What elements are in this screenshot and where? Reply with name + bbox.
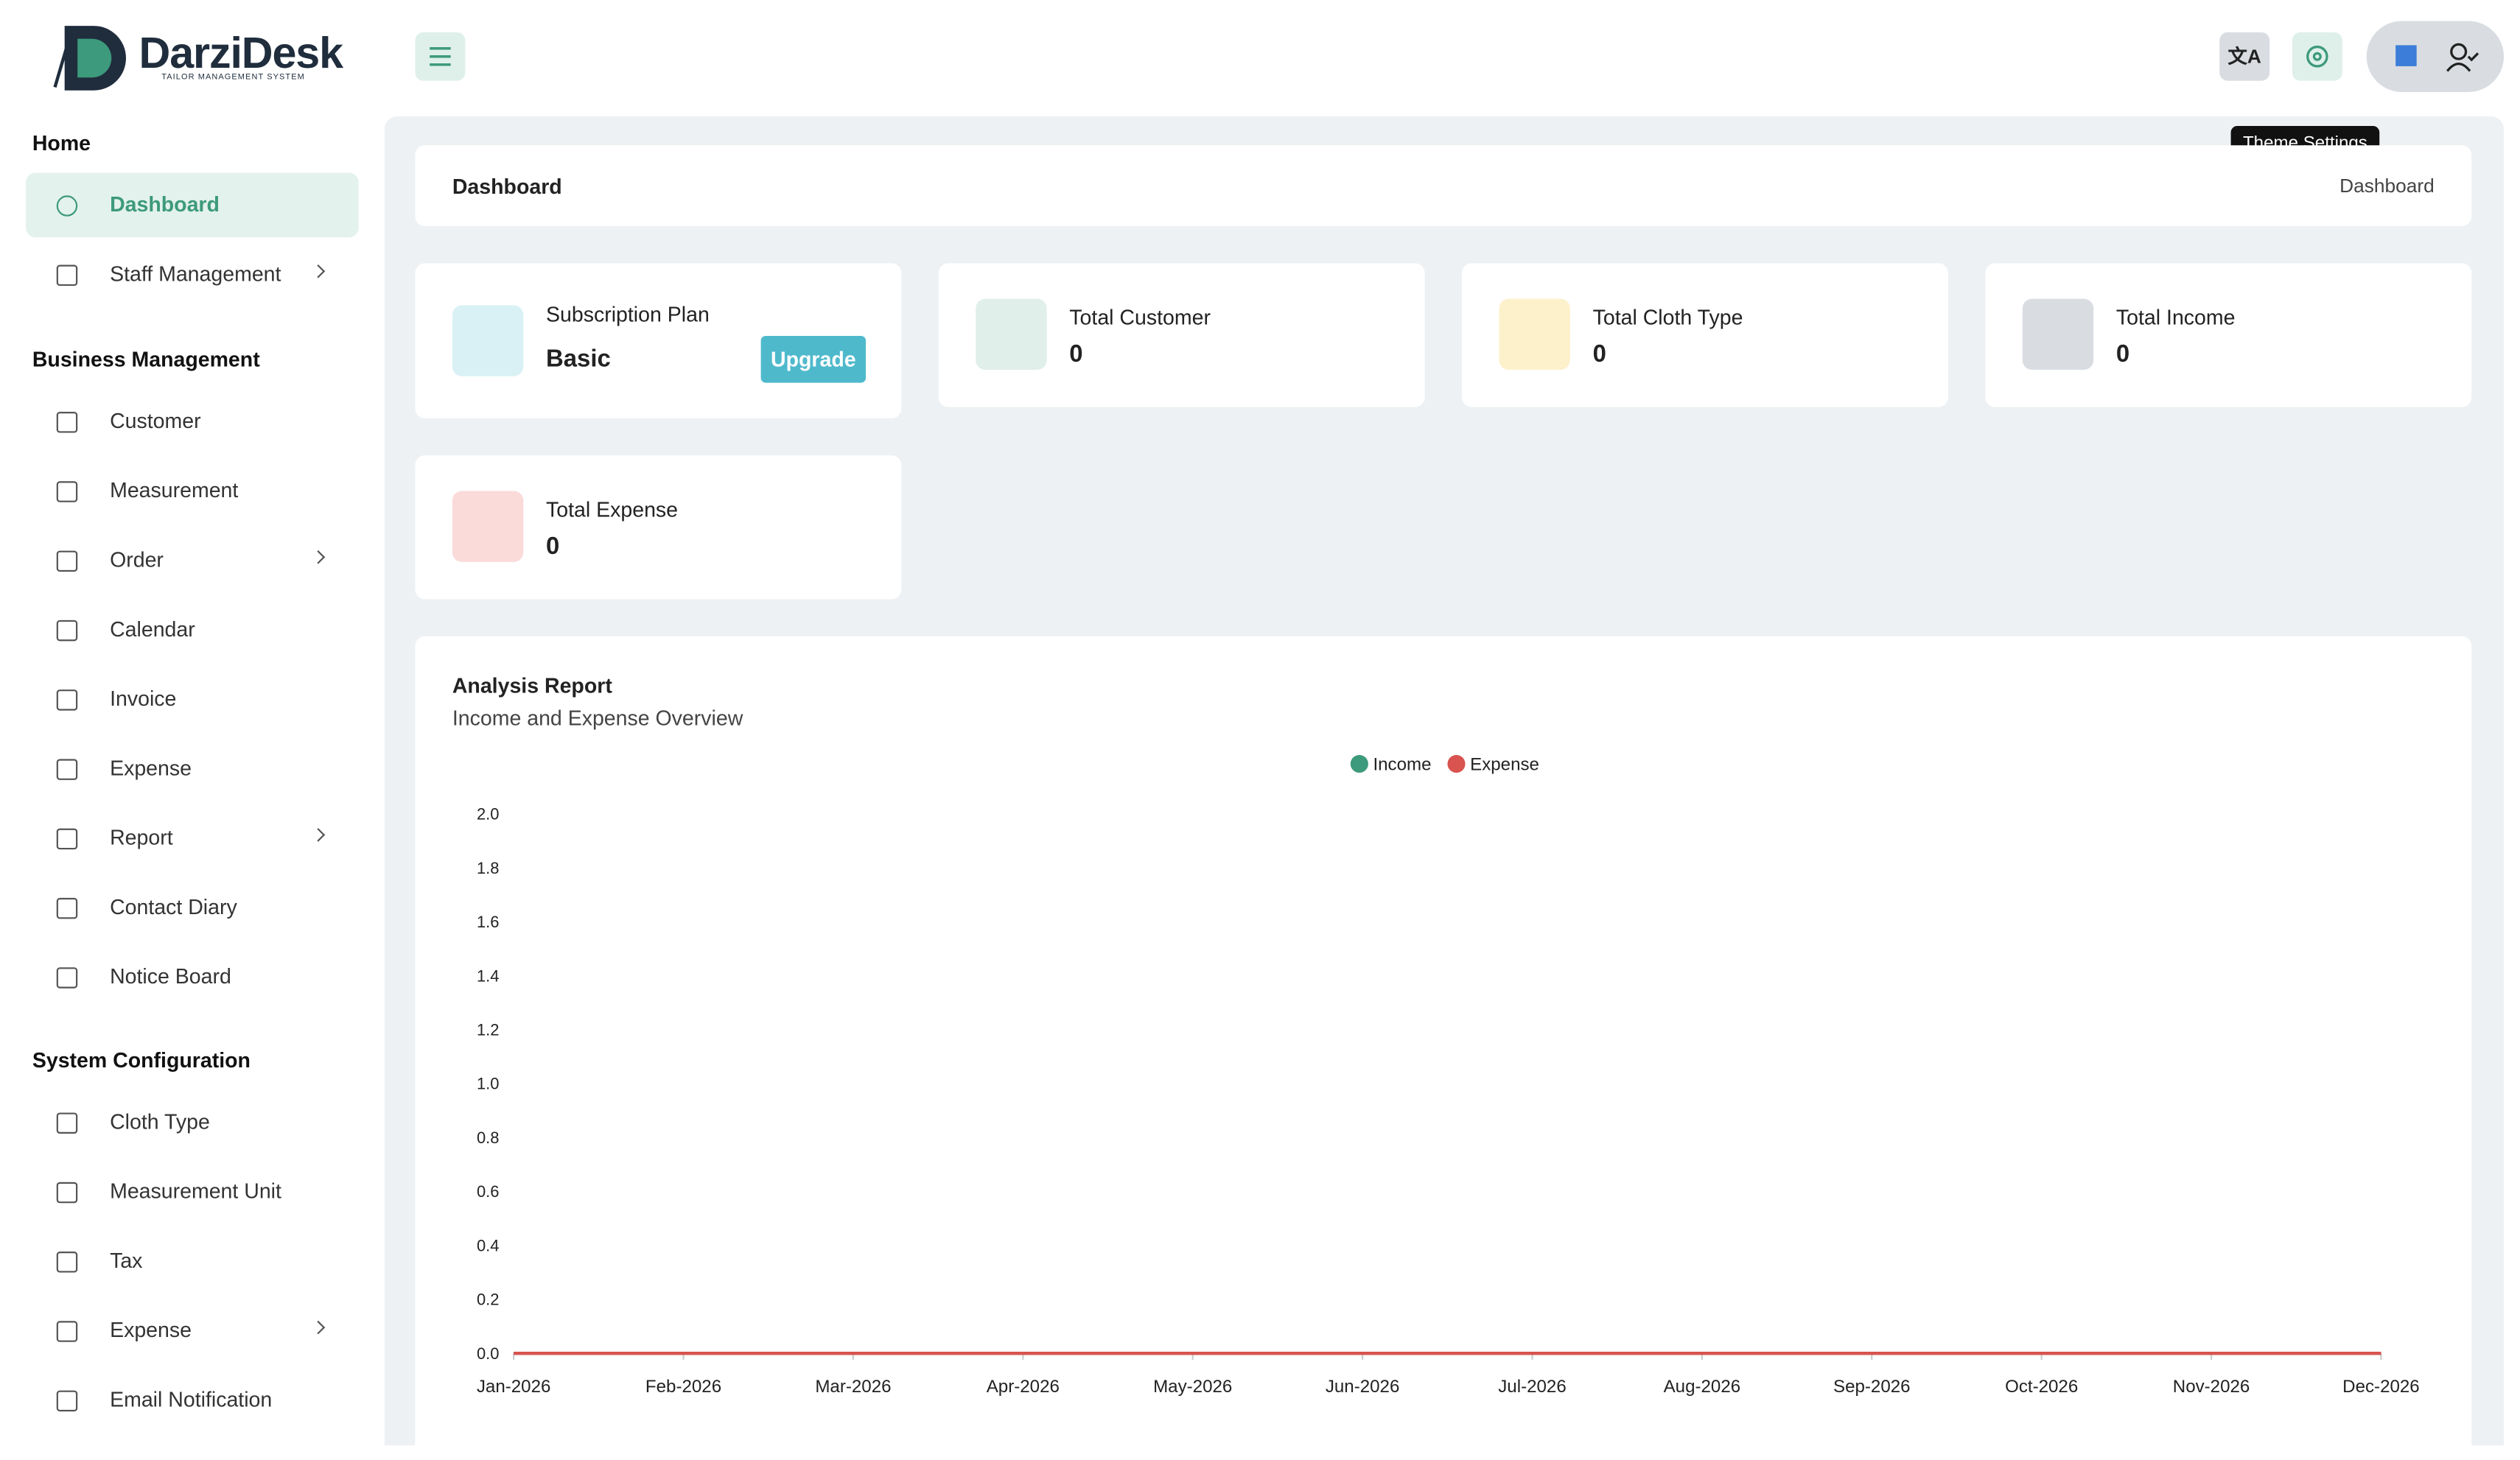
nav-icon <box>56 758 78 779</box>
stat-icon <box>1499 298 1570 371</box>
nav-item[interactable]: Measurement Unit <box>26 1159 359 1224</box>
nav-icon <box>56 1321 78 1342</box>
nav-item[interactable]: Order <box>26 527 359 592</box>
menu-icon <box>430 47 451 66</box>
nav-label: Customer <box>110 407 201 432</box>
nav-icon <box>56 827 78 849</box>
section-title: Business Management <box>32 346 260 371</box>
stat-icon <box>452 491 524 562</box>
brand-name: DarziDesk <box>139 29 343 78</box>
nav-label: Dashboard <box>110 192 220 217</box>
nav-label: Tax <box>110 1248 143 1273</box>
nav-icon <box>56 1182 78 1204</box>
nav-item[interactable]: Dashboard <box>26 172 359 238</box>
user-pill[interactable] <box>2366 21 2505 92</box>
upgrade-button[interactable]: Upgrade <box>760 335 867 383</box>
stat-label: Total Income <box>2115 305 2236 330</box>
nav-label: Order <box>110 547 164 571</box>
stat-value: 0 <box>2115 340 2130 368</box>
nav-item[interactable]: Email Notification <box>26 1368 359 1433</box>
nav-item[interactable]: Expense <box>26 736 359 801</box>
translate-button[interactable]: 文A <box>2219 32 2270 81</box>
stat-icon <box>976 298 1047 371</box>
nav-icon <box>56 619 78 641</box>
nav-icon <box>56 689 78 710</box>
stat-label: Total Customer <box>1069 305 1211 330</box>
stat-value: 0 <box>545 533 560 561</box>
stat-card: Total Expense 0 <box>415 455 902 600</box>
nav-item[interactable]: Contact Diary <box>26 874 359 939</box>
report-card: Analysis Report Income and Expense Overv… <box>415 636 2472 1460</box>
settings-button[interactable] <box>2292 32 2342 81</box>
page-title: Dashboard <box>452 174 562 199</box>
report-subtitle: Income and Expense Overview <box>452 706 743 730</box>
nav-icon <box>56 480 78 502</box>
nav-label: Measurement <box>110 477 239 502</box>
nav-label: Report <box>110 824 173 849</box>
nav-icon <box>56 264 78 287</box>
nav-icon <box>56 1112 78 1134</box>
nav-item[interactable]: Expense <box>26 1299 359 1364</box>
subscription-plan: Basic <box>545 345 611 373</box>
menu-toggle[interactable] <box>415 32 466 81</box>
gear-icon <box>2306 45 2328 68</box>
stat-value: 0 <box>1069 340 1083 368</box>
nav-item[interactable]: Notice Board <box>26 944 359 1008</box>
breadcrumb-current: Dashboard <box>2339 174 2435 197</box>
nav-icon <box>56 966 78 988</box>
report-title: Analysis Report <box>452 673 612 698</box>
nav-label: Calendar <box>110 616 195 641</box>
nav-item[interactable]: Tax <box>26 1229 359 1294</box>
nav-item[interactable]: Invoice <box>26 666 359 731</box>
nav-item[interactable]: Cloth Type <box>26 1090 359 1155</box>
nav-item[interactable]: Customer <box>26 388 359 453</box>
nav-item[interactable]: Measurement <box>26 458 359 523</box>
nav-icon <box>56 896 78 919</box>
nav-chevron <box>311 1320 326 1335</box>
nav-label: Contact Diary <box>110 894 237 919</box>
nav-icon <box>56 410 78 432</box>
subscription-card: Subscription Plan Basic Upgrade <box>415 263 902 418</box>
section-title: Home <box>32 130 91 155</box>
nav-item[interactable]: Staff Management <box>26 242 359 307</box>
stat-card: Total Income 0 <box>1985 263 2472 407</box>
nav-label: Email Notification <box>110 1387 273 1412</box>
subscription-label: Subscription Plan <box>545 301 710 326</box>
nav-chevron <box>311 827 326 841</box>
nav-chevron <box>311 264 326 278</box>
nav-item[interactable]: Calendar <box>26 597 359 661</box>
stat-card: Total Customer 0 <box>938 263 1425 407</box>
section-title: System Configuration <box>32 1047 251 1073</box>
nav-label: Notice Board <box>110 963 231 988</box>
stat-label: Total Cloth Type <box>1592 305 1743 330</box>
nav-item[interactable]: Report <box>26 805 359 870</box>
nav-label: Staff Management <box>110 262 281 287</box>
nav-chevron <box>311 549 326 564</box>
nav-icon <box>56 550 78 571</box>
nav-label: Cloth Type <box>110 1109 210 1134</box>
stat-label: Total Expense <box>545 497 679 522</box>
user-icons <box>2395 43 2479 72</box>
nav-icon <box>56 195 78 217</box>
stat-icon <box>2022 298 2094 371</box>
nav-label: Invoice <box>110 685 177 710</box>
brand-tagline: TAILOR MANAGEMENT SYSTEM <box>161 72 305 83</box>
nav-icon <box>56 1252 78 1273</box>
nav-label: Expense <box>110 754 192 779</box>
subscription-icon <box>452 305 524 376</box>
nav-label: Measurement Unit <box>110 1179 281 1204</box>
nav-label: Expense <box>110 1317 192 1342</box>
stat-card: Total Cloth Type 0 <box>1462 263 1948 407</box>
logo-icon <box>53 26 126 91</box>
nav-icon <box>56 1390 78 1412</box>
breadcrumb-card: Dashboard Dashboard <box>415 145 2472 226</box>
stat-value: 0 <box>1592 340 1606 368</box>
